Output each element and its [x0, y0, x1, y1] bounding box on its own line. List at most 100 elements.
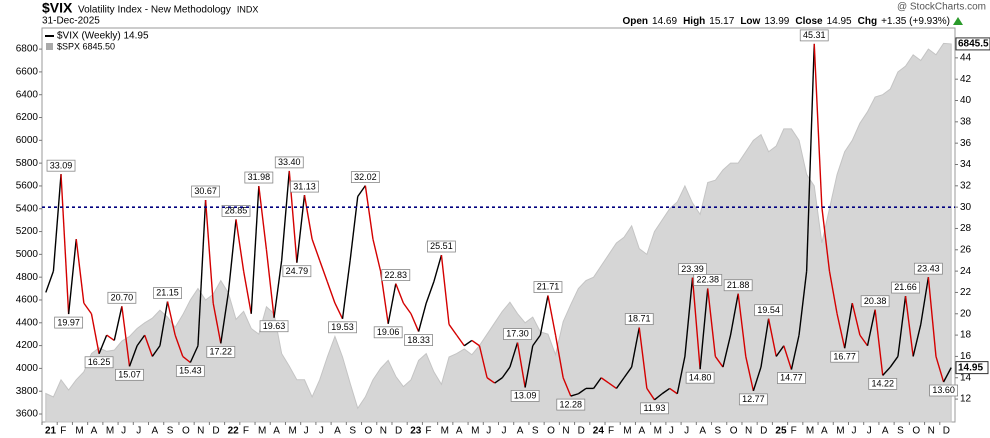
- value-label: 14.22: [871, 379, 894, 389]
- line-segment: [904, 295, 914, 357]
- value-label-box: [533, 281, 563, 293]
- line-segment: [593, 377, 602, 389]
- line-segment: [303, 194, 313, 240]
- value-label: 21.88: [727, 280, 750, 290]
- y2-tick-label: 32: [960, 180, 972, 191]
- x-tick-label: S: [167, 426, 174, 437]
- line-segment: [159, 301, 169, 346]
- value-label: 23.43: [917, 263, 940, 273]
- y-tick-label: 5000: [16, 249, 39, 260]
- x-tick-label: S: [897, 426, 904, 437]
- legend-label: $VIX (Weekly) 14.95: [57, 31, 149, 42]
- line-segment: [646, 388, 656, 401]
- y2-tick-label: 36: [960, 138, 972, 149]
- value-label-box: [274, 156, 304, 169]
- value-label: 22.83: [385, 270, 408, 280]
- value-label: 14.80: [689, 372, 712, 382]
- value-label-box: [404, 334, 434, 346]
- line-segment: [920, 277, 930, 325]
- line-segment: [410, 313, 420, 332]
- x-tick-label: O: [730, 426, 738, 437]
- line-segment: [760, 318, 770, 368]
- line-segment: [661, 387, 671, 395]
- value-label: 17.22: [210, 347, 233, 357]
- x-tick-label: N: [380, 426, 387, 437]
- line-segment: [341, 260, 351, 319]
- value-label-box: [221, 205, 251, 217]
- line-segment: [486, 377, 496, 384]
- x-tick-label: J: [136, 426, 141, 437]
- line-segment: [357, 185, 366, 197]
- value-label: 14.77: [780, 373, 803, 383]
- line-segment: [425, 281, 435, 304]
- x-tick-label: M: [441, 426, 449, 437]
- line-segment: [166, 301, 176, 336]
- exchange: INDX: [237, 4, 259, 14]
- line-segment: [729, 293, 739, 336]
- y-tick-label: 3800: [16, 386, 39, 397]
- value-label-box: [624, 313, 654, 325]
- x-tick-label: A: [638, 426, 645, 437]
- value-label: 20.70: [111, 292, 134, 302]
- line-segment: [60, 174, 70, 315]
- quote-label: High: [683, 16, 705, 27]
- line-segment: [615, 377, 625, 389]
- line-segment: [554, 334, 564, 378]
- x-tick-label: D: [578, 426, 585, 437]
- x-tick-label: O: [365, 426, 373, 437]
- value-label-box: [290, 180, 319, 193]
- line-segment: [600, 377, 610, 384]
- x-tick-label: A: [821, 426, 828, 437]
- line-segment: [889, 356, 899, 368]
- value-label-box: [913, 262, 943, 275]
- x-tick-label: M: [471, 426, 479, 437]
- x-tick-label: J: [304, 426, 309, 437]
- y2-tick-label: 30: [960, 202, 972, 213]
- up-arrow: [953, 17, 963, 25]
- x-tick-label: A: [882, 426, 889, 437]
- line-segment: [121, 306, 131, 367]
- legend-swatch: [46, 43, 53, 50]
- x-tick-label: N: [562, 426, 569, 437]
- y2-tick-label: 16: [960, 351, 972, 362]
- y2-tick-label: 38: [960, 116, 972, 127]
- line-segment: [805, 43, 815, 272]
- x-tick-label: A: [699, 426, 706, 437]
- line-segment: [182, 355, 191, 364]
- line-segment: [532, 334, 541, 347]
- line-segment: [798, 271, 808, 336]
- x-tick-label: A: [456, 426, 463, 437]
- line-segment: [684, 277, 694, 357]
- line-segment: [699, 288, 709, 370]
- value-label: 31.13: [293, 181, 316, 191]
- line-segment: [144, 334, 153, 357]
- value-label-box: [510, 390, 540, 402]
- value-label-box: [115, 368, 144, 381]
- line-segment: [52, 174, 62, 272]
- x-tick-label: A: [334, 426, 341, 437]
- line-segment: [106, 334, 115, 342]
- line-segment: [836, 313, 846, 349]
- line-segment: [280, 170, 290, 261]
- line-segment: [714, 356, 724, 368]
- y-tick-label: 4000: [16, 363, 39, 374]
- value-label: 18.71: [628, 314, 651, 324]
- line-segment: [638, 327, 648, 389]
- value-label: 19.06: [377, 327, 400, 337]
- value-label: 15.43: [179, 366, 202, 376]
- line-segment: [608, 382, 617, 389]
- y-tick-label: 6000: [16, 135, 39, 146]
- line-segment: [516, 342, 526, 388]
- x-tick-label: S: [532, 426, 539, 437]
- value-label-box: [84, 356, 114, 369]
- x-tick-label: O: [547, 426, 555, 437]
- line-segment: [417, 302, 427, 332]
- line-segment: [242, 270, 252, 314]
- value-label-box: [723, 279, 753, 292]
- line-segment: [433, 254, 443, 282]
- line-segment: [570, 393, 579, 397]
- line-segment: [676, 356, 686, 394]
- value-label-box: [799, 29, 829, 42]
- y-tick-label: 4800: [16, 272, 39, 283]
- value-label: 12.77: [742, 394, 765, 404]
